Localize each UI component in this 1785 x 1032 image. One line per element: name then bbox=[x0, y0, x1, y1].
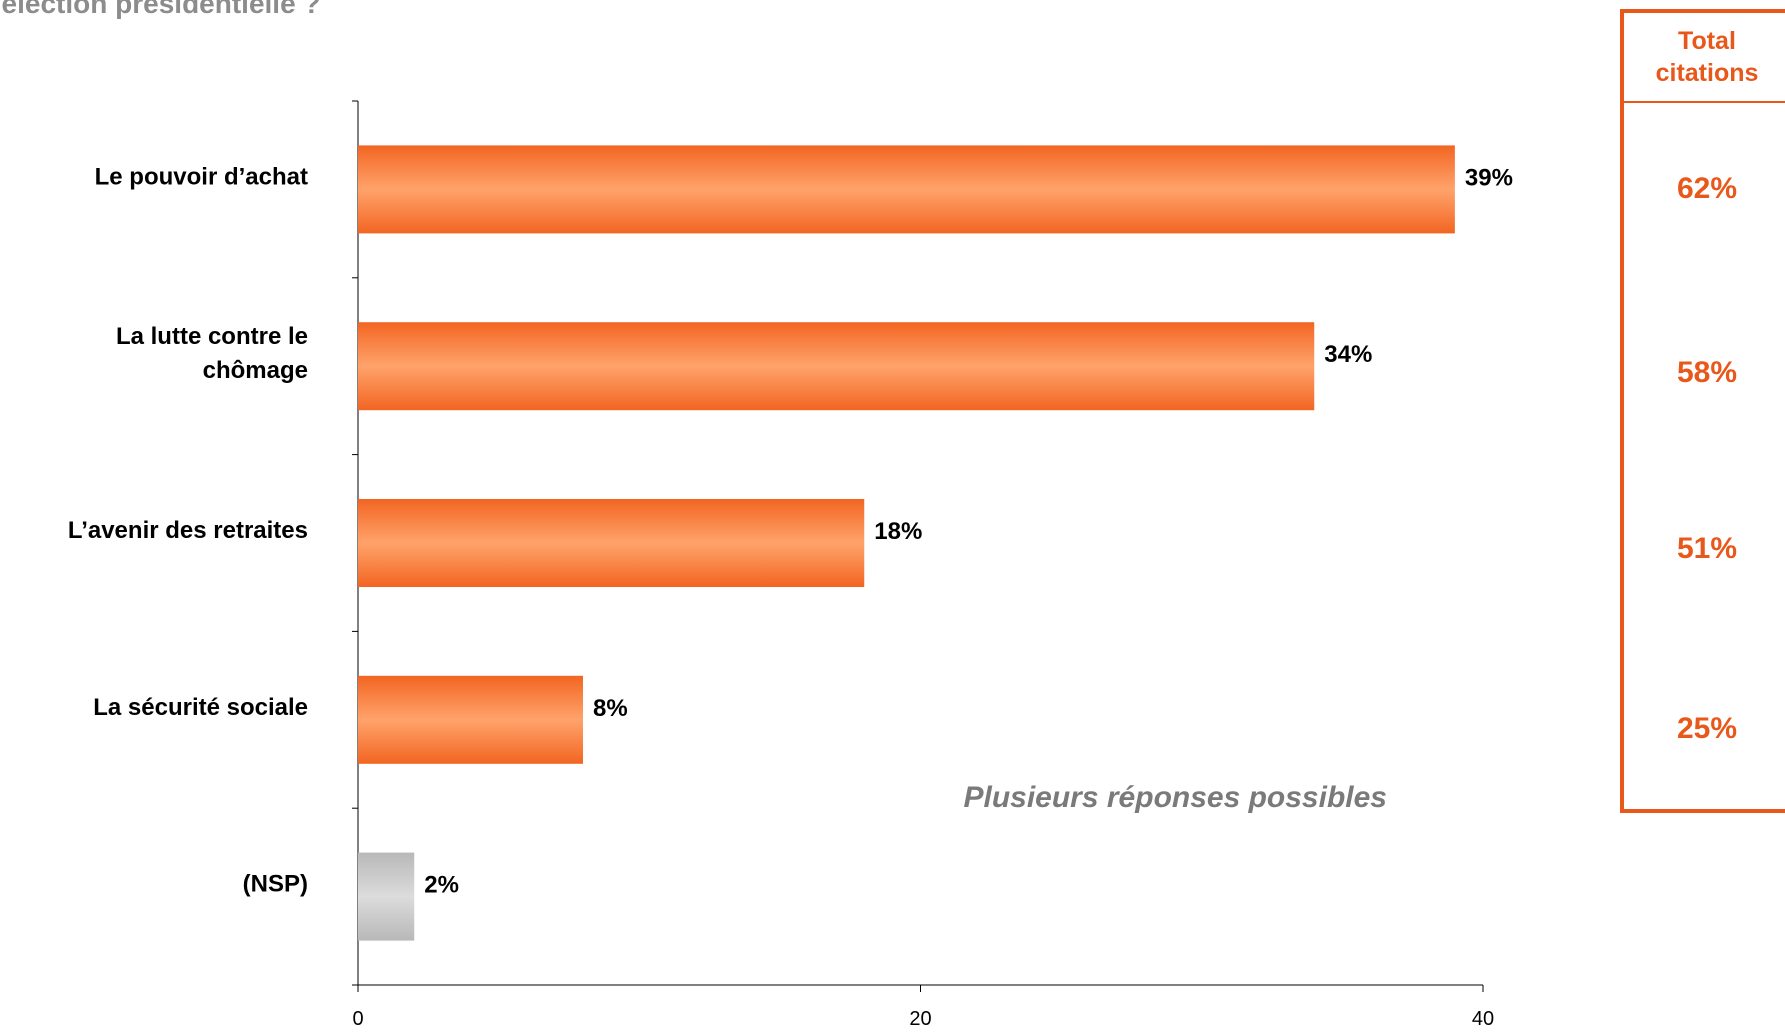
total-citations-value: 62% bbox=[1676, 172, 1738, 205]
total-citations-panel: Total citations 62% 58% 51% 25% bbox=[1620, 9, 1785, 813]
bar-value-label: 18% bbox=[874, 518, 922, 545]
total-citations-value: 51% bbox=[1676, 532, 1738, 565]
category-label: (NSP) bbox=[243, 871, 308, 898]
category-label: La lutte contre le bbox=[116, 323, 308, 350]
bar-value-label: 8% bbox=[593, 695, 628, 722]
bar bbox=[358, 322, 1315, 411]
total-header-line-1: Total bbox=[1678, 27, 1736, 55]
total-citations-value: 58% bbox=[1676, 356, 1738, 389]
category-label: chômage bbox=[203, 357, 308, 384]
x-tick-label: 40 bbox=[1472, 1008, 1494, 1030]
bar bbox=[358, 852, 415, 941]
bar bbox=[358, 145, 1455, 234]
bar bbox=[358, 675, 583, 764]
total-citations-value: 25% bbox=[1676, 712, 1738, 745]
bar-value-label: 39% bbox=[1465, 164, 1513, 191]
question-title: l’élection présidentielle ? bbox=[0, 0, 321, 19]
x-tick-label: 20 bbox=[909, 1008, 931, 1030]
category-label: La sécurité sociale bbox=[93, 694, 308, 721]
bar bbox=[358, 499, 865, 587]
category-label: Le pouvoir d’achat bbox=[95, 163, 308, 190]
total-header-line-2: citations bbox=[1655, 59, 1759, 87]
category-label: L’avenir des retraites bbox=[68, 517, 308, 544]
x-tick-label: 0 bbox=[352, 1008, 363, 1030]
bar-value-label: 2% bbox=[424, 872, 459, 899]
total-citations-header: Total citations bbox=[1624, 13, 1785, 103]
bar-value-label: 34% bbox=[1324, 341, 1372, 368]
chart-annotation: Plusieurs réponses possibles bbox=[963, 781, 1387, 814]
